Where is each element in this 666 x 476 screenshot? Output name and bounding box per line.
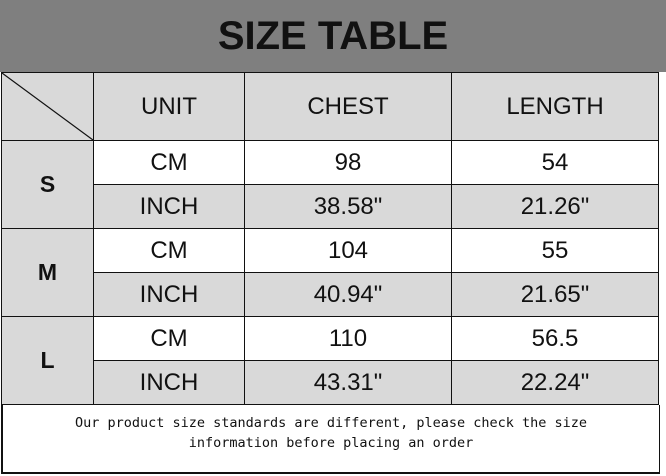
size-table: UNIT CHEST LENGTH S CM 98 54 INCH 38.58" 21.26… <box>1 72 659 405</box>
table-row: INCH 40.94" 21.65" <box>2 272 659 317</box>
length-cell: 22.24" <box>451 360 659 405</box>
chest-cell: 110 <box>244 316 452 361</box>
page-title: SIZE TABLE <box>0 0 666 72</box>
footer-line-2: information before placing an order <box>188 435 474 451</box>
size-label: M <box>1 228 94 317</box>
footer-line-1: Our product size standards are different… <box>74 415 588 431</box>
table-row: INCH 43.31" 22.24" <box>2 360 659 405</box>
length-cell: 21.26" <box>451 184 659 229</box>
footer-note: Our product size standards are different… <box>1 405 660 474</box>
length-cell: 55 <box>451 228 659 273</box>
table-row: L CM 110 56.5 <box>1 316 659 405</box>
table-row: M CM 104 55 <box>1 228 659 317</box>
chest-cell: 98 <box>244 140 452 185</box>
table-row: S CM 98 54 <box>1 140 659 229</box>
header-unit: UNIT <box>93 72 245 141</box>
corner-cell <box>1 72 94 141</box>
chest-cell: 38.58" <box>244 184 452 229</box>
length-cell: 54 <box>451 140 659 185</box>
header-row: UNIT CHEST LENGTH <box>1 72 659 141</box>
unit-cell: CM <box>93 316 245 361</box>
header-length: LENGTH <box>451 72 659 141</box>
unit-cell: CM <box>93 228 245 273</box>
unit-cell: INCH <box>93 184 245 229</box>
chest-cell: 40.94" <box>244 272 452 317</box>
size-label: S <box>1 140 94 229</box>
chest-cell: 43.31" <box>244 360 452 405</box>
unit-cell: CM <box>93 140 245 185</box>
table-row: INCH 38.58" 21.26" <box>2 184 659 229</box>
unit-cell: INCH <box>93 272 245 317</box>
length-cell: 21.65" <box>451 272 659 317</box>
size-label: L <box>1 316 94 405</box>
header-chest: CHEST <box>244 72 452 141</box>
length-cell: 56.5 <box>451 316 659 361</box>
unit-cell: INCH <box>93 360 245 405</box>
chest-cell: 104 <box>244 228 452 273</box>
